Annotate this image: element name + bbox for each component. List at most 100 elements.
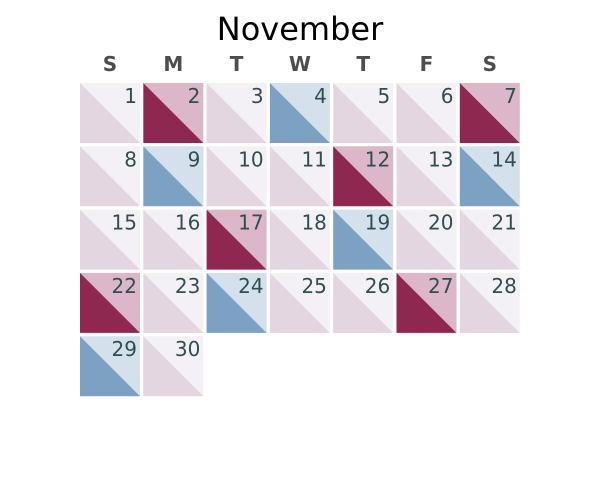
weekday-label-thursday: T: [356, 52, 370, 76]
day-cell: 18: [269, 209, 330, 270]
day-cell-lower-triangle: [333, 272, 394, 333]
day-cell: 6: [396, 83, 457, 143]
day-cell-lower-triangle: [143, 83, 204, 143]
day-cell-lower-triangle: [333, 83, 394, 143]
day-number: 26: [365, 274, 390, 298]
weekday-label-tuesday: T: [230, 52, 244, 76]
day-cell-lower-triangle: [143, 336, 204, 397]
day-cell: 21: [459, 209, 520, 270]
day-cell: 4: [269, 83, 330, 143]
day-number: 3: [251, 84, 264, 108]
day-number: 25: [301, 274, 326, 298]
day-cell-lower-triangle: [269, 83, 330, 143]
weekday-label-wednesday: W: [289, 52, 311, 76]
day-cell-lower-triangle: [206, 146, 267, 207]
day-cell-lower-triangle: [459, 146, 520, 207]
day-cell: 27: [396, 272, 457, 333]
day-number: 5: [377, 84, 390, 108]
day-number: 6: [441, 84, 454, 108]
day-number: 15: [112, 211, 137, 235]
day-number: 9: [188, 147, 201, 171]
day-cell-lower-triangle: [269, 272, 330, 333]
day-number: 27: [428, 274, 453, 298]
day-number: 1: [124, 84, 137, 108]
day-cell-lower-triangle: [269, 209, 330, 270]
day-cell-lower-triangle: [80, 336, 140, 397]
day-cell: 15: [80, 209, 140, 270]
day-number: 20: [428, 211, 453, 235]
day-number: 19: [365, 211, 390, 235]
day-number: 23: [175, 274, 200, 298]
day-cell-lower-triangle: [396, 146, 457, 207]
day-cell: 30: [143, 336, 204, 397]
day-cell: 5: [333, 83, 394, 143]
day-cell-lower-triangle: [333, 209, 394, 270]
day-number: 18: [301, 211, 326, 235]
day-cell-lower-triangle: [80, 272, 140, 333]
day-cell: 25: [269, 272, 330, 333]
day-cell: 19: [333, 209, 394, 270]
day-cell-lower-triangle: [459, 272, 520, 333]
day-cell-lower-triangle: [459, 83, 520, 143]
day-cell-lower-triangle: [80, 209, 140, 270]
day-cell-lower-triangle: [143, 209, 204, 270]
day-cell-lower-triangle: [333, 146, 394, 207]
day-number: 8: [124, 147, 137, 171]
day-cell-lower-triangle: [459, 209, 520, 270]
weekday-label-sunday: S: [103, 52, 117, 76]
day-cell: 8: [80, 146, 140, 207]
day-number: 16: [175, 211, 200, 235]
day-number: 14: [491, 147, 516, 171]
day-cell-lower-triangle: [396, 272, 457, 333]
day-cell: 9: [143, 146, 204, 207]
chart-title: November: [216, 10, 384, 48]
day-cell-lower-triangle: [206, 209, 267, 270]
day-cell: 17: [206, 209, 267, 270]
day-cell: 14: [459, 146, 520, 207]
day-cell: 16: [143, 209, 204, 270]
day-number: 12: [365, 147, 390, 171]
day-cell-lower-triangle: [80, 83, 140, 143]
day-number: 24: [238, 274, 263, 298]
day-cell-lower-triangle: [396, 209, 457, 270]
day-cell: 26: [333, 272, 394, 333]
day-cell: 7: [459, 83, 520, 143]
day-cell-lower-triangle: [143, 146, 204, 207]
day-cell-lower-triangle: [143, 272, 204, 333]
day-cell-lower-triangle: [206, 83, 267, 143]
day-number: 29: [112, 337, 137, 361]
day-number: 17: [238, 211, 263, 235]
day-cell-lower-triangle: [80, 146, 140, 207]
day-number: 22: [112, 274, 137, 298]
day-cell: 20: [396, 209, 457, 270]
day-cell-lower-triangle: [396, 83, 457, 143]
day-cell: 1: [80, 83, 140, 143]
day-cell: 11: [269, 146, 330, 207]
day-cell: 10: [206, 146, 267, 207]
day-number: 10: [238, 147, 263, 171]
weekday-label-friday: F: [420, 52, 434, 76]
day-number: 4: [314, 84, 327, 108]
day-cell: 22: [80, 272, 140, 333]
day-number: 2: [188, 84, 201, 108]
day-cell: 2: [143, 83, 204, 143]
day-number: 11: [301, 147, 326, 171]
day-cell: 12: [333, 146, 394, 207]
weekday-label-monday: M: [163, 52, 183, 76]
day-cell: 23: [143, 272, 204, 333]
day-cell: 13: [396, 146, 457, 207]
day-cell: 29: [80, 336, 140, 397]
weekday-label-saturday: S: [483, 52, 497, 76]
day-cell-lower-triangle: [206, 272, 267, 333]
day-number: 13: [428, 147, 453, 171]
day-number: 21: [491, 211, 516, 235]
day-cell: 28: [459, 272, 520, 333]
day-cell-lower-triangle: [269, 146, 330, 207]
day-number: 28: [491, 274, 516, 298]
day-cell: 24: [206, 272, 267, 333]
day-cell: 3: [206, 83, 267, 143]
day-number: 30: [175, 337, 200, 361]
